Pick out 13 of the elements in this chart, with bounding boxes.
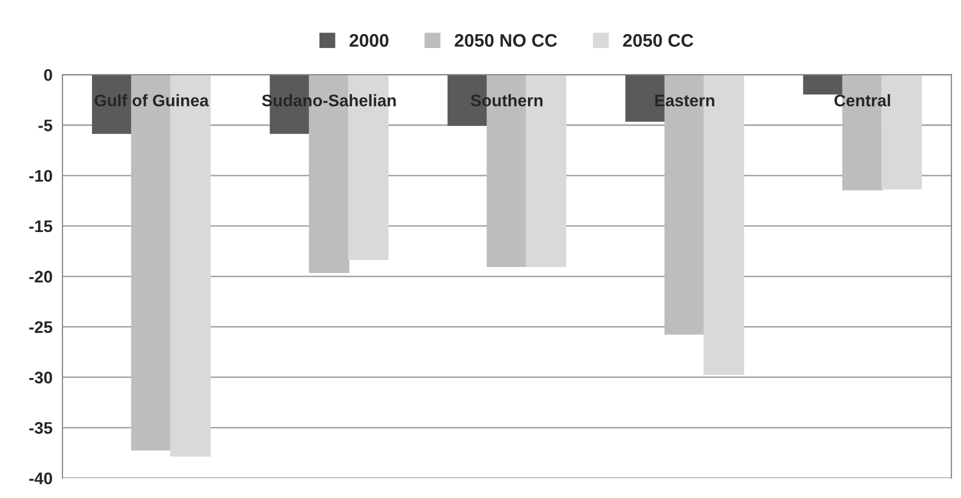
- y-tick-label: -5: [38, 120, 52, 132]
- legend-label: 2000: [350, 34, 388, 47]
- y-tick-label: -30: [29, 372, 52, 384]
- y-tick-label: -15: [29, 220, 52, 232]
- y-tick-label: 0: [44, 69, 52, 81]
- y-tick-label: -40: [29, 472, 52, 484]
- y-tick-label: -10: [29, 170, 52, 182]
- x-tick-label: Central: [834, 94, 890, 106]
- legend-label: 2050 CC: [623, 34, 694, 47]
- y-tick-label: -20: [29, 270, 52, 283]
- y-tick-label: -25: [29, 321, 52, 334]
- legend-label: 2050 NO CC: [454, 34, 558, 47]
- y-tick-label: -35: [29, 422, 52, 434]
